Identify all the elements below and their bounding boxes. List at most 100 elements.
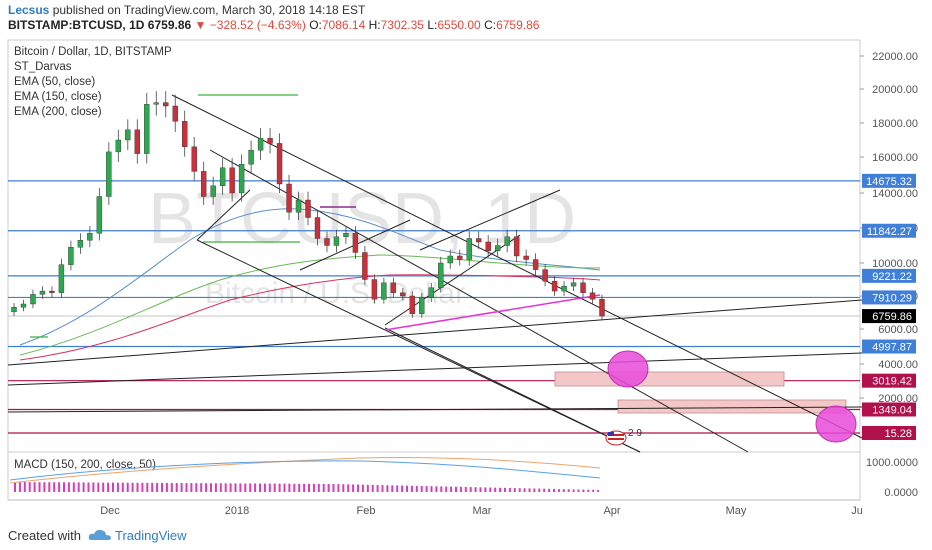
us-flag-event-icon[interactable]: [605, 430, 627, 446]
candle-body[interactable]: [163, 102, 169, 107]
candle-body[interactable]: [551, 280, 558, 292]
y-tick-label: 6000.00: [878, 324, 918, 336]
candle-body[interactable]: [494, 245, 501, 251]
price-level-tag: [862, 425, 916, 440]
candle-body[interactable]: [476, 238, 482, 243]
candle-body[interactable]: [409, 295, 416, 314]
candle-body[interactable]: [532, 259, 539, 270]
trendline[interactable]: [7, 352, 863, 386]
candle-body[interactable]: [210, 185, 216, 197]
candle-body[interactable]: [542, 269, 548, 282]
candle-body[interactable]: [58, 264, 65, 293]
candle-body[interactable]: [87, 233, 93, 241]
magenta-trendline[interactable]: [384, 294, 601, 331]
candle-body[interactable]: [570, 282, 577, 287]
low-label: L:: [427, 18, 438, 32]
candle-body[interactable]: [466, 238, 472, 260]
candle-body[interactable]: [371, 279, 378, 300]
close-value: 6759.86: [496, 18, 540, 32]
candle-body[interactable]: [447, 255, 453, 264]
macd-histogram-bar: [597, 489, 600, 492]
target-zone-box: [617, 399, 847, 414]
candle-body[interactable]: [457, 255, 463, 260]
candle-body[interactable]: [68, 247, 74, 265]
candle-body[interactable]: [428, 287, 434, 298]
tradingview-brand-link[interactable]: TradingView: [115, 528, 187, 543]
candle-body[interactable]: [305, 199, 311, 218]
macd-pane[interactable]: [7, 451, 861, 501]
candle-body[interactable]: [400, 292, 406, 297]
event-date-label: 2 9: [628, 428, 642, 439]
trendline[interactable]: [196, 239, 641, 453]
candle-body[interactable]: [125, 129, 131, 141]
candle-body[interactable]: [115, 139, 122, 153]
candle-body[interactable]: [248, 149, 254, 165]
candle-body[interactable]: [352, 233, 359, 253]
trendline[interactable]: [7, 299, 863, 366]
created-with-text: Created with: [8, 528, 81, 543]
candle-body[interactable]: [343, 233, 349, 237]
candle-body[interactable]: [314, 217, 321, 239]
candle-body[interactable]: [153, 102, 159, 105]
macd-histogram-bar: [161, 482, 163, 492]
candle-body[interactable]: [77, 240, 84, 248]
candle-body[interactable]: [30, 294, 36, 305]
macd-histogram-bar: [28, 482, 31, 492]
candle-body[interactable]: [513, 236, 520, 257]
candle-body[interactable]: [580, 282, 586, 293]
candle-body[interactable]: [390, 282, 397, 293]
macd-histogram-bar: [97, 482, 100, 492]
candle-body[interactable]: [11, 307, 17, 313]
candle-body[interactable]: [144, 104, 150, 154]
candle-body[interactable]: [106, 151, 112, 197]
candle-body[interactable]: [589, 292, 596, 300]
candle-body[interactable]: [200, 171, 207, 197]
us-flag-stripe: [608, 438, 624, 440]
macd-histogram-bar: [33, 482, 36, 492]
candle-body[interactable]: [267, 138, 273, 144]
price-level-tag: [862, 290, 916, 305]
price-level-tag: [862, 339, 916, 354]
candle-body[interactable]: [381, 282, 387, 300]
candle-body[interactable]: [96, 196, 103, 234]
candle-body[interactable]: [333, 236, 340, 246]
macd-histogram-bar: [165, 482, 168, 492]
macd-histogram-bar: [131, 482, 134, 492]
candle-body[interactable]: [219, 167, 226, 187]
macd-histogram-bar: [244, 483, 247, 492]
author-link[interactable]: Lecsus: [8, 3, 50, 17]
trendline[interactable]: [171, 94, 863, 439]
trendline[interactable]: [7, 406, 863, 413]
candle-body[interactable]: [599, 299, 605, 317]
candle-body[interactable]: [286, 183, 292, 213]
candle-body[interactable]: [257, 138, 264, 151]
candle-body[interactable]: [229, 167, 235, 194]
candle-body[interactable]: [324, 238, 330, 246]
macd-histogram-bar: [170, 482, 173, 492]
candle-body[interactable]: [419, 297, 425, 314]
candle-body[interactable]: [134, 129, 140, 154]
candle-body[interactable]: [523, 255, 529, 260]
candle-body[interactable]: [182, 121, 188, 148]
macd-histogram-bar: [577, 489, 580, 492]
candle-body[interactable]: [295, 199, 302, 213]
candle-body[interactable]: [362, 252, 368, 280]
trendline[interactable]: [384, 327, 641, 453]
candle-body[interactable]: [39, 290, 46, 295]
candle-body[interactable]: [504, 236, 510, 246]
candle-body[interactable]: [49, 290, 55, 293]
candle-body[interactable]: [438, 262, 444, 288]
candle-body[interactable]: [238, 163, 245, 194]
macd-histogram-bar: [553, 488, 555, 492]
candle-body[interactable]: [561, 285, 567, 292]
candle-body[interactable]: [172, 105, 178, 122]
trendline[interactable]: [196, 189, 251, 241]
macd-histogram-bar: [317, 483, 320, 492]
candle-body[interactable]: [485, 241, 491, 251]
candle-body[interactable]: [276, 143, 283, 185]
macd-histogram-bar: [464, 486, 467, 492]
candle-body[interactable]: [191, 146, 197, 172]
candle-body[interactable]: [20, 303, 27, 308]
trendline[interactable]: [419, 189, 561, 251]
